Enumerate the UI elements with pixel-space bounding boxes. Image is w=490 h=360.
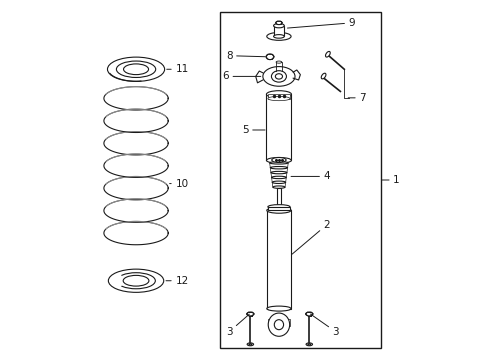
Ellipse shape (266, 54, 274, 60)
Text: 2: 2 (292, 220, 330, 254)
Bar (277, 188, 281, 210)
Bar (268, 319, 290, 327)
Ellipse shape (274, 320, 284, 330)
Ellipse shape (321, 73, 326, 79)
Ellipse shape (325, 51, 330, 57)
Ellipse shape (117, 273, 155, 289)
Bar (267, 94, 292, 160)
Ellipse shape (268, 204, 290, 209)
Ellipse shape (267, 91, 292, 98)
Text: 7: 7 (348, 93, 366, 103)
Ellipse shape (276, 21, 282, 24)
Ellipse shape (267, 207, 291, 213)
Text: 1: 1 (382, 175, 400, 185)
Ellipse shape (276, 61, 282, 63)
Bar (268, 207, 290, 210)
Ellipse shape (267, 32, 291, 40)
Text: 3: 3 (311, 314, 339, 337)
Text: 8: 8 (226, 51, 265, 61)
Ellipse shape (268, 96, 290, 101)
Ellipse shape (271, 71, 287, 82)
Text: 3: 3 (226, 314, 249, 337)
Ellipse shape (267, 157, 292, 163)
Bar (267, 210, 291, 309)
Ellipse shape (268, 313, 290, 336)
Ellipse shape (247, 312, 254, 316)
Ellipse shape (273, 186, 285, 188)
Ellipse shape (108, 269, 164, 292)
Ellipse shape (267, 306, 291, 311)
Ellipse shape (247, 343, 253, 346)
Text: 5: 5 (242, 125, 265, 135)
Text: 4: 4 (291, 171, 330, 181)
Ellipse shape (123, 64, 148, 75)
Ellipse shape (275, 74, 283, 79)
Ellipse shape (273, 35, 284, 38)
Ellipse shape (117, 61, 156, 77)
Ellipse shape (271, 176, 286, 179)
Text: 11: 11 (167, 64, 189, 74)
Bar (220, 12, 381, 348)
Ellipse shape (273, 23, 284, 28)
Ellipse shape (306, 312, 313, 316)
Ellipse shape (272, 181, 286, 184)
Text: 10: 10 (170, 179, 189, 189)
Ellipse shape (270, 167, 288, 169)
Text: 9: 9 (288, 18, 355, 28)
Ellipse shape (271, 171, 287, 174)
Ellipse shape (308, 343, 311, 345)
Ellipse shape (270, 162, 288, 164)
Text: 6: 6 (222, 71, 261, 81)
Ellipse shape (123, 275, 149, 286)
Ellipse shape (306, 343, 313, 346)
Bar (273, 26, 284, 36)
Ellipse shape (272, 157, 286, 162)
Bar (268, 94, 290, 99)
Ellipse shape (249, 343, 252, 345)
Ellipse shape (107, 57, 165, 81)
Ellipse shape (263, 67, 295, 86)
Text: 12: 12 (166, 276, 189, 286)
